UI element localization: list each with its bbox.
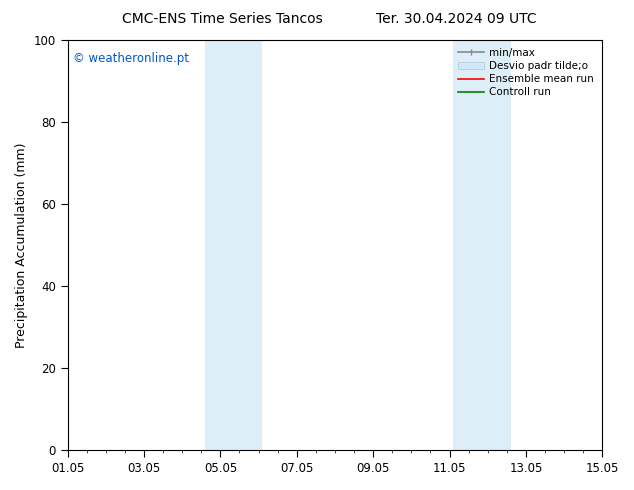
Text: CMC-ENS Time Series Tancos: CMC-ENS Time Series Tancos xyxy=(122,12,322,26)
Text: © weatheronline.pt: © weatheronline.pt xyxy=(73,52,189,65)
Text: Ter. 30.04.2024 09 UTC: Ter. 30.04.2024 09 UTC xyxy=(376,12,537,26)
Bar xyxy=(205,40,262,450)
Legend: min/max, Desvio padr tilde;o, Ensemble mean run, Controll run: min/max, Desvio padr tilde;o, Ensemble m… xyxy=(455,45,597,100)
Y-axis label: Precipitation Accumulation (mm): Precipitation Accumulation (mm) xyxy=(15,142,28,347)
Bar xyxy=(453,40,510,450)
